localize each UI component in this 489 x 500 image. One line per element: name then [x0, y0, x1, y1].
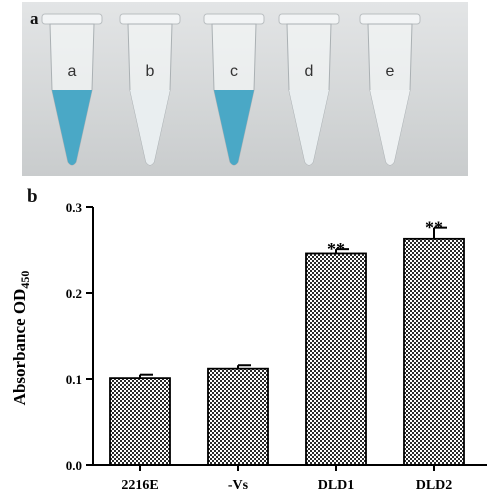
bar-DLD2 [403, 237, 465, 466]
bar-chart: b Absorbance OD450 0.0 0.1 0.2 0.3 ** ** 221… [10, 186, 487, 493]
bar-2216E [109, 377, 171, 466]
y-axis: 0.0 0.1 0.2 0.3 [66, 200, 94, 473]
tube-c: c [203, 13, 265, 166]
tube-label: b [146, 63, 155, 80]
significance-marker: ** [425, 218, 443, 238]
tube-label: a [68, 63, 77, 80]
tube-e: e [359, 13, 421, 166]
bar-DLD1 [305, 252, 367, 466]
tube-liquid [289, 90, 329, 165]
tube-d: d [278, 13, 340, 166]
y-tick-label: 0.2 [66, 286, 82, 301]
tube-label: e [386, 63, 395, 80]
tube-label: c [230, 63, 238, 80]
tube-liquid [370, 90, 410, 165]
bar--Vs [207, 367, 269, 466]
photo-panel: a a b c d e [22, 2, 468, 176]
tube-cap [278, 13, 340, 25]
x-tick-label: 2216E [121, 478, 158, 493]
x-tick-label: DLD2 [416, 478, 453, 493]
tube-liquid [130, 90, 170, 165]
tube-cap [119, 13, 181, 25]
tube-liquid [52, 90, 92, 165]
panel-b-label: b [27, 186, 38, 207]
tube-label: d [305, 63, 314, 80]
tube-b: b [119, 13, 181, 166]
y-tick-label: 0.3 [66, 200, 83, 215]
y-axis-label: Absorbance OD450 [10, 271, 32, 406]
significance-marker: ** [327, 239, 345, 259]
tube-group: a b c d e [41, 13, 421, 166]
tube-a: a [41, 13, 103, 166]
tube-liquid [214, 90, 254, 165]
tube-cap [203, 13, 265, 25]
x-tick-label: DLD1 [318, 478, 355, 493]
tube-cap [359, 13, 421, 25]
y-tick-label: 0.1 [66, 372, 82, 387]
panel-a-label: a [30, 9, 39, 28]
y-tick-label: 0.0 [66, 458, 82, 473]
tube-cap [41, 13, 103, 25]
x-axis: 2216E -Vs DLD1 DLD2 [93, 464, 487, 493]
x-tick-label: -Vs [228, 478, 249, 493]
bars: ** ** [109, 218, 465, 466]
